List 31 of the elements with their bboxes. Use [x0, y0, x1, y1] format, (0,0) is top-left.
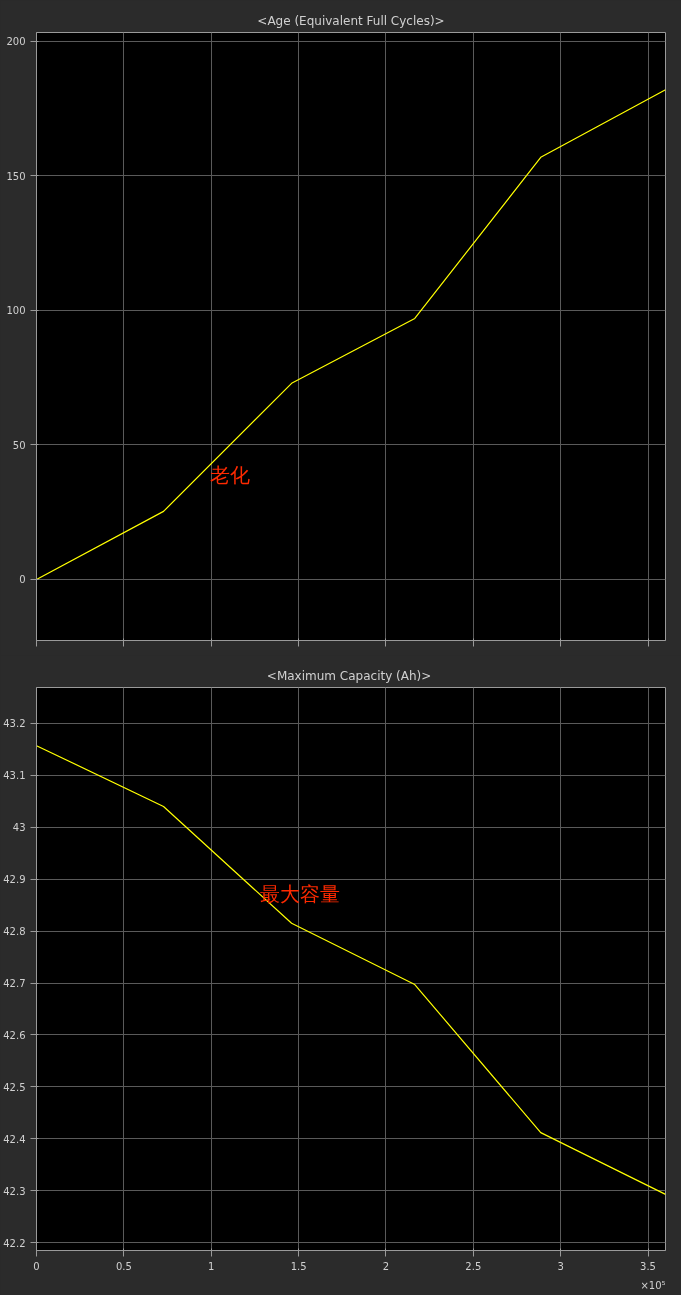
y-tick-label: 42.5	[3, 1081, 26, 1093]
x-tick-label: 1	[208, 1260, 215, 1272]
y-tick-label: 42.2	[3, 1237, 26, 1249]
y-tick-label: 42.3	[3, 1185, 26, 1197]
x-tick-label: 3.5	[640, 1260, 656, 1272]
chart-title: <Maximum Capacity (Ah)>	[266, 668, 432, 683]
line-series	[36, 89, 666, 581]
y-tick-label: 42.4	[3, 1133, 26, 1145]
annotation: 最大容量	[260, 881, 341, 906]
y-tick-label: 0	[19, 574, 26, 586]
y-tick-label: 42.9	[3, 874, 26, 886]
y-tick-label: 42.7	[3, 978, 26, 990]
y-tick-label: 43.2	[3, 718, 26, 730]
x-tick-label: 3	[557, 1260, 564, 1272]
x-tick-label: 2	[382, 1260, 390, 1272]
y-tick-label: 43.1	[3, 770, 26, 782]
chart-title: <Age (Equivalent Full Cycles)>	[257, 13, 445, 28]
y-tick-label: 43	[12, 822, 26, 834]
y-tick-label: 42.8	[3, 926, 26, 938]
x-tick-label: 2.5	[465, 1260, 482, 1272]
x-tick-label: 0	[33, 1260, 40, 1272]
line-series	[36, 745, 666, 1196]
y-tick-label: 50	[12, 439, 26, 451]
x-tick-label: 0.5	[115, 1260, 132, 1272]
y-tick-label: 200	[6, 36, 26, 48]
y-tick-label: 42.6	[3, 1029, 26, 1041]
x-tick-label: 1.5	[290, 1260, 307, 1272]
annotation: 老化	[210, 463, 251, 488]
y-tick-label: 100	[6, 305, 26, 317]
text: ×10⁵	[640, 1279, 666, 1291]
y-tick-label: 150	[6, 170, 26, 182]
